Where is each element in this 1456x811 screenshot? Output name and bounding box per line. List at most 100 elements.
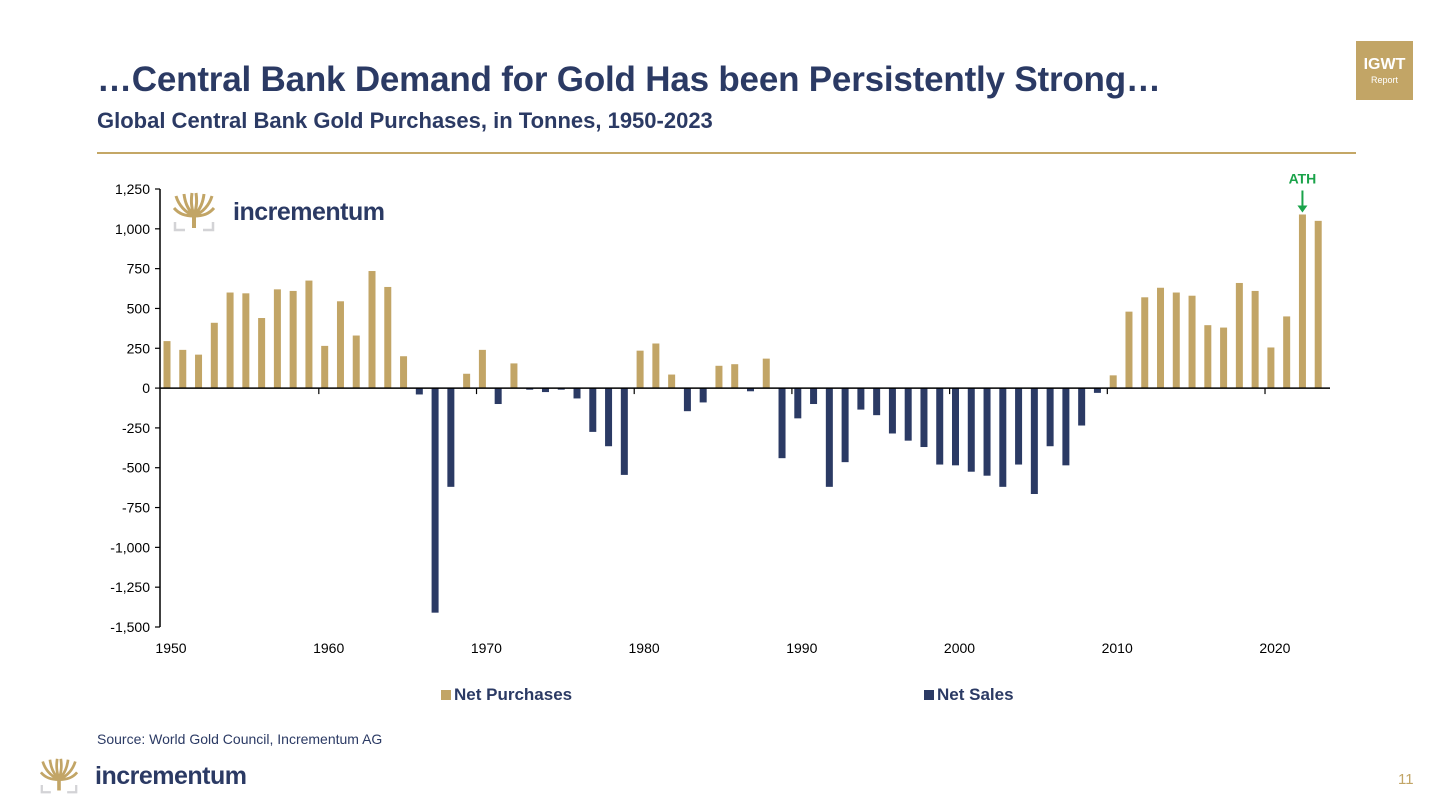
y-tick-label: -1,000 <box>110 539 150 555</box>
bar-net-purchases <box>305 280 313 389</box>
ath-arrow-icon <box>1297 205 1308 213</box>
bar-net-sales <box>810 388 818 405</box>
x-tick-label: 1950 <box>155 640 186 656</box>
bar-net-sales <box>541 388 549 393</box>
bar-net-purchases <box>226 292 234 389</box>
bar-net-sales <box>888 388 896 434</box>
page-subtitle: Global Central Bank Gold Purchases, in T… <box>97 108 713 133</box>
bar-net-sales <box>746 388 754 392</box>
header-divider <box>97 152 1356 154</box>
bar-net-purchases <box>179 349 187 389</box>
page-title: …Central Bank Demand for Gold Has been P… <box>97 60 1161 99</box>
bar-net-purchases <box>1283 316 1291 389</box>
y-tick-label: 1,000 <box>115 221 150 237</box>
bar-net-purchases <box>273 289 281 389</box>
bar-net-sales <box>952 388 959 466</box>
badge-line1: IGWT <box>1363 56 1406 73</box>
bar-net-sales <box>573 388 581 399</box>
bar-net-purchases <box>1220 327 1228 389</box>
bar-net-purchases <box>478 349 486 389</box>
bar-net-sales <box>841 388 849 463</box>
bar-net-purchases <box>510 363 518 389</box>
tree-logo-icon <box>40 758 78 794</box>
bar-net-sales <box>904 388 912 441</box>
bar-net-sales <box>857 388 865 410</box>
bar-net-purchases <box>352 335 360 389</box>
bar-net-purchases <box>163 341 171 389</box>
footer-brand-name: incrementum <box>95 761 247 790</box>
bar-net-purchases <box>195 354 203 389</box>
bar-net-purchases <box>1314 220 1322 389</box>
page-number: 11 <box>1398 771 1414 788</box>
bar-net-purchases <box>668 374 676 389</box>
bar-net-sales <box>415 388 423 395</box>
bar-net-sales <box>1062 388 1070 466</box>
bar-net-sales <box>526 388 534 390</box>
ath-annotation: ATH <box>1289 170 1317 213</box>
x-tick-label: 1960 <box>313 640 344 656</box>
y-tick-label: 500 <box>127 300 151 316</box>
bar-net-sales <box>494 388 502 405</box>
badge-line2: Report <box>1370 75 1398 85</box>
bar-net-sales <box>1030 388 1038 495</box>
legend-label-purchases: Net Purchases <box>454 685 573 704</box>
bar-net-sales <box>605 388 613 447</box>
x-tick-label: 2000 <box>944 640 975 656</box>
bar-net-sales <box>431 388 439 613</box>
x-tick-label: 1990 <box>786 640 817 656</box>
chart-brand-logo: incrementum <box>173 192 385 232</box>
bar-net-sales <box>1015 388 1023 465</box>
y-tick-label: -1,250 <box>110 579 150 595</box>
bar-net-sales <box>920 388 928 448</box>
bar-net-sales <box>1078 388 1086 426</box>
x-axis: 1950 1960 1970 1980 1990 2000 2010 2020 <box>155 387 1330 656</box>
legend-swatch-sales <box>924 690 934 700</box>
bar-net-purchases <box>258 318 266 389</box>
bar-net-sales <box>447 388 455 487</box>
bar-net-sales <box>967 388 975 472</box>
bar-net-purchases <box>731 364 739 389</box>
bar-net-sales <box>589 388 597 432</box>
bar-net-sales <box>873 388 881 416</box>
bar-net-purchases <box>1235 282 1243 389</box>
bar-net-sales <box>683 388 691 412</box>
bar-net-purchases <box>368 271 376 389</box>
bar-net-purchases <box>652 343 660 389</box>
bar-net-purchases <box>210 322 218 389</box>
bar-net-purchases <box>1188 295 1196 389</box>
bar-net-purchases <box>1125 311 1133 389</box>
bar-net-purchases <box>1204 325 1212 389</box>
bar-net-sales <box>983 388 991 476</box>
legend-label-sales: Net Sales <box>937 685 1014 704</box>
x-tick-label: 2010 <box>1102 640 1133 656</box>
x-tick-label: 1970 <box>471 640 502 656</box>
bar-net-purchases <box>400 356 408 389</box>
y-tick-label: 250 <box>127 340 151 356</box>
bar-net-sales <box>557 388 565 390</box>
bar-net-purchases <box>762 358 770 389</box>
bars <box>163 214 1322 613</box>
bar-net-purchases <box>463 373 471 389</box>
bar-net-sales <box>999 388 1007 487</box>
bar-net-sales <box>778 388 786 459</box>
y-tick-label: 0 <box>142 380 150 396</box>
footer-brand-logo: incrementum <box>40 756 247 796</box>
bar-net-purchases <box>321 345 329 389</box>
ath-label: ATH <box>1289 170 1317 186</box>
legend-net-sales: Net Sales <box>924 685 1014 705</box>
x-tick-label: 1980 <box>629 640 660 656</box>
chart-brand-name: incrementum <box>233 197 385 226</box>
bar-net-purchases <box>636 350 644 389</box>
legend-swatch-purchases <box>441 690 451 700</box>
bar-net-purchases <box>715 365 723 389</box>
bar-net-purchases <box>1267 347 1275 389</box>
bar-net-sales <box>620 388 628 475</box>
bar-net-sales <box>1093 388 1101 393</box>
bar-net-purchases <box>1251 290 1259 389</box>
y-tick-label: 750 <box>127 261 151 277</box>
bar-net-purchases <box>1157 287 1165 389</box>
y-tick-label: -500 <box>122 460 150 476</box>
bar-net-purchases <box>289 290 297 389</box>
legend-net-purchases: Net Purchases <box>441 685 572 705</box>
